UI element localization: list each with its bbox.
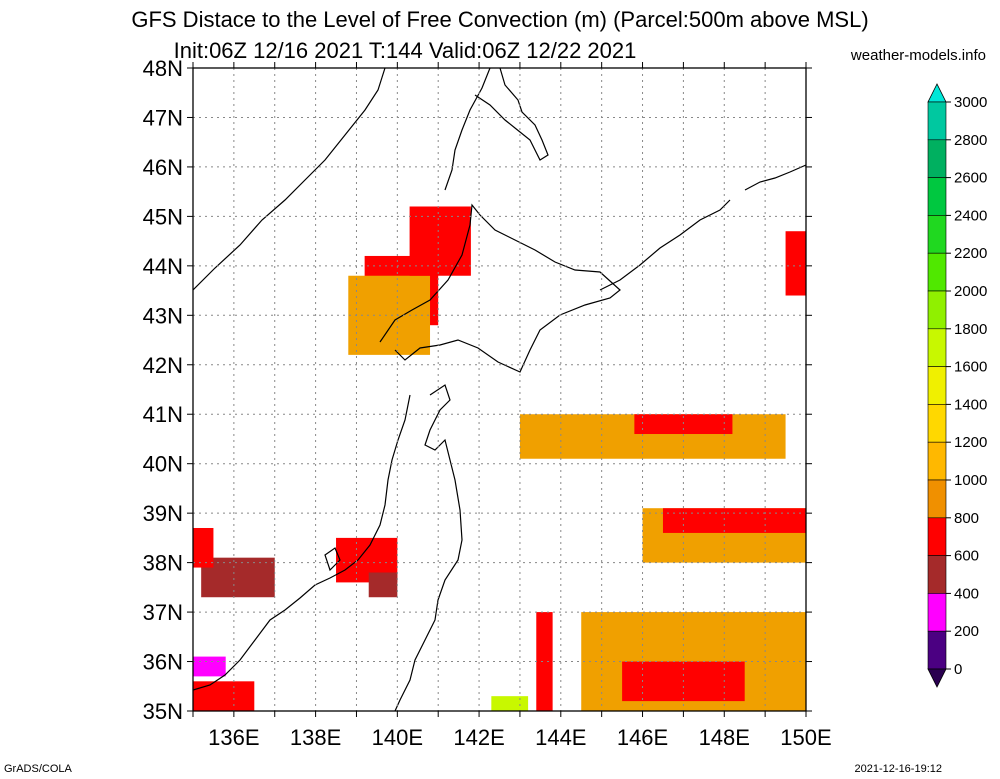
lat-label: 38N (143, 551, 183, 576)
coastline-sado (324, 547, 341, 572)
colorbar-bin (927, 366, 947, 405)
coastline-sakhalin (444, 68, 491, 191)
plot-frame (192, 67, 807, 712)
lon-label: 144E (535, 725, 586, 750)
coastline-layer (193, 68, 806, 711)
region-hokkaido-west-2 (348, 275, 431, 355)
axis-ticks (187, 62, 812, 717)
colorbar-bin (927, 215, 947, 254)
lat-label: 48N (143, 56, 183, 81)
colorbar-label: 600 (954, 548, 979, 565)
lat-label: 37N (143, 600, 183, 625)
region-south-central-red (536, 612, 553, 711)
lon-label: 146E (617, 725, 668, 750)
coastline-hokkaido (379, 203, 621, 373)
lon-label: 148E (699, 725, 750, 750)
colorbar-label: 2800 (954, 132, 987, 149)
lon-label: 150E (780, 725, 831, 750)
lat-label: 36N (143, 650, 183, 675)
lat-label: 39N (143, 501, 183, 526)
lat-label: 44N (143, 254, 183, 279)
region-west-red (193, 527, 214, 568)
lat-label: 41N (143, 402, 183, 427)
colorbar-bin (927, 593, 947, 632)
longitude-labels: 136E 138E 140E 142E 144E 146E 148E 150E (208, 725, 832, 750)
coastline-asia (193, 68, 386, 291)
colorbar-min-triangle (927, 668, 947, 688)
colorbar-bin (927, 139, 947, 178)
lat-lon-grid (193, 68, 806, 711)
site-credit: weather-models.info (850, 47, 986, 64)
lon-label: 142E (453, 725, 504, 750)
region-pacific-east-red (634, 414, 733, 435)
lon-label: 140E (372, 725, 423, 750)
colorbar-bin (927, 479, 947, 519)
coastline-honshu-north (394, 384, 463, 711)
colorbar-bin (927, 101, 947, 141)
lat-label: 40N (143, 452, 183, 477)
colorbar-label: 0 (954, 661, 962, 678)
region-north-coast (409, 206, 471, 276)
colorbar-labels: 3000280026002400220020001800160014001200… (954, 94, 987, 678)
lat-label: 42N (143, 353, 183, 378)
map-title-line2: Init:06Z 12/16 2021 T:144 Valid:06Z 12/2… (173, 38, 637, 63)
software-credit: GrADS/COLA (4, 763, 72, 775)
region-pacific-38-red (662, 508, 806, 533)
colorbar-label: 1800 (954, 321, 987, 338)
colorbar-bin (927, 630, 947, 670)
colorbar-label: 2200 (954, 245, 987, 262)
colorbar-bin (927, 404, 947, 443)
lat-label: 35N (143, 699, 183, 724)
colorbar-bin (927, 328, 947, 367)
colorbar-label: 400 (954, 585, 979, 602)
colorbar (927, 83, 951, 688)
coastline-kuril-1 (599, 199, 731, 291)
colorbar-label: 2600 (954, 170, 987, 187)
colorbar-bin (927, 290, 947, 330)
region-southwest-magenta (193, 656, 226, 677)
region-southwest-red (193, 681, 255, 711)
lat-label: 45N (143, 204, 183, 229)
latitude-labels: 48N 47N 46N 45N 44N 43N 42N 41N 40N 39N 38N 37N 36N 3… (143, 56, 183, 724)
colorbar-bin (927, 555, 947, 594)
region-japan-sea-38-brown (368, 572, 398, 598)
colorbar-max-triangle (927, 83, 947, 103)
colorbar-label: 2400 (954, 207, 987, 224)
lon-label: 136E (208, 725, 259, 750)
colorbar-label: 1200 (954, 434, 987, 451)
lat-label: 46N (143, 155, 183, 180)
colorbar-label: 2000 (954, 283, 987, 300)
colorbar-label: 800 (954, 510, 979, 527)
map-title-line1: GFS Distace to the Level of Free Convect… (131, 7, 869, 32)
colorbar-bin (927, 177, 947, 216)
colorbar-bin (927, 252, 947, 292)
colorbar-label: 1000 (954, 472, 987, 489)
region-east-44-red (785, 231, 806, 296)
colorbar-label: 1600 (954, 359, 987, 376)
lon-label: 138E (290, 725, 341, 750)
colorbar-bin (927, 517, 947, 556)
region-south-central-green (491, 696, 529, 711)
colorbar-label: 1400 (954, 396, 987, 413)
colorbar-label: 200 (954, 623, 979, 640)
colorbar-bin (927, 441, 947, 481)
colorbar-label: 3000 (954, 94, 987, 111)
coastline-sakhalin-east (474, 68, 549, 161)
generation-timestamp: 2021-12-16-19:12 (854, 763, 942, 775)
lat-label: 43N (143, 303, 183, 328)
lfc-fill-layer (193, 206, 806, 711)
lat-label: 47N (143, 105, 183, 130)
coastline-kuril-2 (744, 164, 806, 191)
